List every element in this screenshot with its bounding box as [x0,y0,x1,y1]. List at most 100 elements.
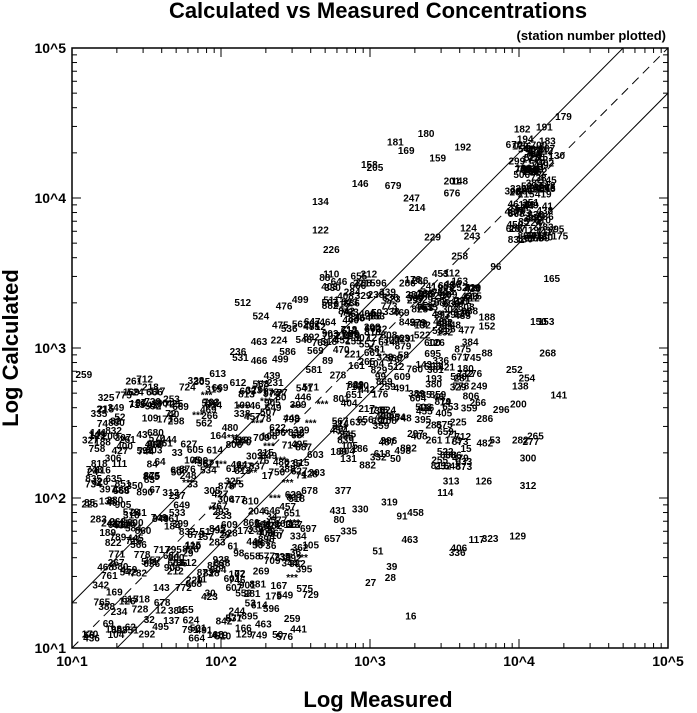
station-point-label: 466 [251,356,268,367]
station-point-label: 285 [425,421,442,432]
cluster-point-label: 169 [123,388,140,399]
cluster-point-label: 254 [389,413,406,424]
cluster-point-label: 241 [130,508,147,519]
cluster-point-label: 853 [368,311,385,322]
cluster-point-label: 439 [461,292,478,303]
overlap-marker: *** [246,468,258,479]
cluster-point-label: 880 [108,418,125,429]
cluster-point-label: 576 [454,309,471,320]
cluster-point-label: 329 [418,290,435,301]
cluster-point-label: 261 [156,438,173,449]
cluster-point-label: 581 [369,344,386,355]
cluster-point-label: 817 [286,492,303,503]
station-point-label: 214 [409,203,426,214]
overlap-marker: *** [182,478,194,489]
cluster-point-label: 487 [379,438,396,449]
cluster-point-label: 29 [182,548,194,559]
cluster-point-label: 610 [344,330,361,341]
station-point-label: 179 [555,112,572,123]
cluster-point-label: 664 [188,633,205,644]
cluster-point-label: 868 [508,209,525,220]
cluster-point-label: 117 [149,387,166,398]
cluster-point-label: 886 [516,187,533,198]
station-point-label: 182 [514,125,531,136]
cluster-point-label: 791 [182,625,199,636]
cluster-point-label: 349 [108,403,125,414]
cluster-point-label: 325 [225,477,242,488]
cluster-point-label: 409 [145,440,162,451]
cluster-point-label: 477 [458,326,475,337]
cluster-point-label: 41 [542,201,554,212]
cluster-point-label: 905 [264,398,281,409]
station-point-label: 53 [489,436,501,447]
cluster-point-label: 631 [399,333,416,344]
cluster-point-label: 104 [108,630,125,641]
station-point-label: 138 [512,381,529,392]
cluster-point-label: 523 [384,294,401,305]
cluster-point-label: 499 [192,456,209,467]
cluster-point-label: 669 [212,383,229,394]
cluster-point-label: 235 [285,459,302,470]
cluster-point-label: 291 [332,424,349,435]
cluster-point-label: 826 [182,544,199,555]
cluster-point-label: 339 [379,288,396,299]
cluster-point-label: 603 [239,386,256,397]
cluster-point-label: 615 [122,594,139,605]
cluster-point-label: 881 [249,579,266,590]
y-tick-label: 10^2 [34,490,66,506]
cluster-point-label: 760 [406,364,423,375]
cluster-point-label: 440 [342,315,359,326]
overlap-marker: *** [257,379,269,390]
cluster-point-label: 586 [445,450,462,461]
station-point-label: 800 [168,553,185,564]
cluster-point-label: 278 [330,371,347,382]
cluster-point-label: 72 [165,409,177,420]
cluster-point-label: 83 [144,475,156,486]
station-point-label: 112 [444,268,461,279]
station-point-label: 261 [125,377,142,388]
station-point-label: 431 [330,506,347,517]
cluster-point-label: 469 [393,308,410,319]
cluster-point-label: 126 [428,338,445,349]
cluster-point-label: 119 [523,225,540,236]
cluster-point-label: 155 [120,518,137,529]
cluster-point-label: 668 [185,579,202,590]
cluster-point-label: 403 [321,282,338,293]
station-point-label: 169 [398,146,415,157]
station-point-label: 141 [550,391,567,402]
cluster-point-label: 182 [266,521,283,532]
cluster-point-label: 775 [115,391,132,402]
cluster-point-label: 444 [160,435,177,446]
cluster-point-label: 501 [190,623,207,634]
cluster-point-label: 408 [411,432,428,443]
cluster-point-label: 470 [333,345,350,356]
cluster-point-label: 598 [424,362,441,373]
station-point-label: 518 [321,337,338,348]
cluster-point-label: 896 [258,534,275,545]
cluster-point-label: 532 [521,184,538,195]
cluster-point-label: 270 [235,437,252,448]
cluster-point-label: 860 [135,526,152,537]
cluster-point-label: 838 [214,558,231,569]
cluster-point-label: 895 [241,612,258,623]
cluster-point-label: 88 [319,273,331,284]
cluster-point-label: 873 [452,437,469,448]
cluster-point-label: 155 [345,337,362,348]
station-point-label: 452 [334,336,351,347]
cluster-point-label: 851 [122,625,139,636]
cluster-point-label: 20 [509,188,521,199]
cluster-point-label: 89 [539,233,551,244]
cluster-point-label: 397 [99,484,116,495]
cluster-point-label: 225 [81,500,98,511]
cluster-point-label: 614 [206,446,223,457]
station-point-label: 241 [420,282,437,293]
station-point-label: 511 [323,296,340,307]
station-point-label: 313 [443,477,460,488]
cluster-point-label: 656 [357,415,374,426]
station-point-label: 717 [153,545,170,556]
cluster-point-label: 446 [246,537,263,548]
cluster-point-label: 438 [536,206,553,217]
cluster-point-label: 461 [163,514,180,525]
cluster-point-label: 835 [85,474,102,485]
cluster-point-label: 548 [444,461,461,472]
